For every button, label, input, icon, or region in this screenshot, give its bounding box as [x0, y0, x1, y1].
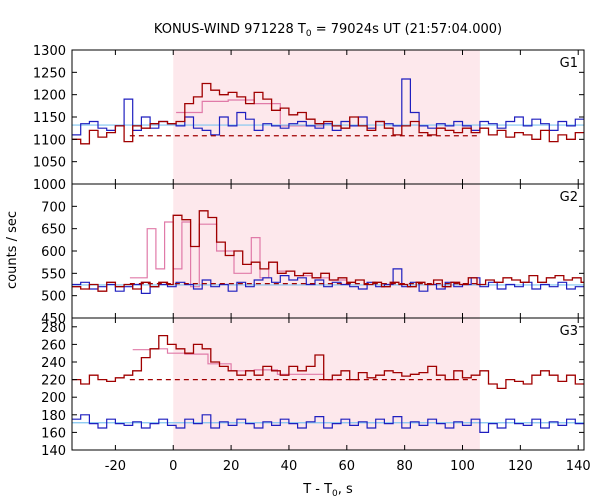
chart-title: KONUS-WIND 971228 T0 = 79024s UT (21:57:… [154, 22, 502, 39]
x-label-subscript: 0 [332, 489, 338, 499]
y-tick-label: 550 [41, 267, 66, 282]
panel-label: G3 [560, 324, 578, 339]
title-subscript: 0 [306, 29, 312, 39]
x-label-rest: , s [338, 482, 353, 497]
x-tick-label: 80 [396, 459, 413, 474]
y-tick-label: 1250 [33, 66, 66, 81]
y-tick-label: 1050 [33, 156, 66, 171]
red-series [72, 82, 584, 145]
x-tick-label: 40 [281, 459, 298, 474]
y-tick-label: 1300 [33, 44, 66, 59]
y-tick-label: 1150 [33, 111, 66, 126]
x-axis-label: T - T0, s [302, 482, 353, 499]
panel-g3: 140 160 180 200 220 240 260 280 G3 [41, 317, 585, 459]
y-tick-label: 240 [41, 356, 66, 371]
y-tick-label: 1200 [33, 89, 66, 104]
y-tick-label: 180 [41, 409, 66, 424]
panel-label: G2 [560, 190, 578, 205]
y-tick-label: 260 [41, 338, 66, 353]
x-tick-label: 120 [508, 459, 533, 474]
y-tick-label: 600 [41, 245, 66, 260]
y-tick-label: 220 [41, 374, 66, 389]
y-tick-label: 140 [41, 444, 66, 459]
x-tick-label: 0 [169, 459, 177, 474]
y-tick-label: 280 [41, 321, 66, 336]
y-tick-label: 500 [41, 290, 66, 305]
title-rest: = 79024s UT (21:57:04.000) [312, 22, 502, 37]
y-axis-label: counts / sec [5, 211, 20, 289]
pink-fit-series [132, 348, 341, 381]
x-tick-label: 100 [450, 459, 475, 474]
title-main: KONUS-WIND 971228 T [154, 22, 306, 37]
blue-series [72, 414, 584, 433]
shaded-interval [173, 318, 480, 450]
panel-frame [71, 317, 585, 451]
panels-group: 1000105011001150120012501300G14505005506… [33, 44, 591, 474]
x-tick-label: 140 [566, 459, 591, 474]
y-tick-label: 700 [41, 200, 66, 215]
y-tick-label: 450 [41, 312, 66, 327]
y-tick-label: 200 [41, 391, 66, 406]
x-label-main: T - T [302, 482, 332, 497]
x-tick-label: 20 [223, 459, 240, 474]
panel-g2: 450 500 550 600 650 700 G2 [41, 183, 585, 327]
panel-g1: 1000 1050 1100 1150 1200 1250 1300 G1 [33, 44, 585, 193]
y-tick-label: 160 [41, 426, 66, 441]
blue-series [72, 78, 584, 136]
x-tick-label: -20 [105, 459, 126, 474]
y-tick-label: 1000 [33, 178, 66, 193]
panel-label: G1 [560, 56, 578, 71]
y-tick-label: 650 [41, 223, 66, 238]
y-tick-label: 1100 [33, 133, 66, 148]
x-tick-label: 60 [339, 459, 356, 474]
